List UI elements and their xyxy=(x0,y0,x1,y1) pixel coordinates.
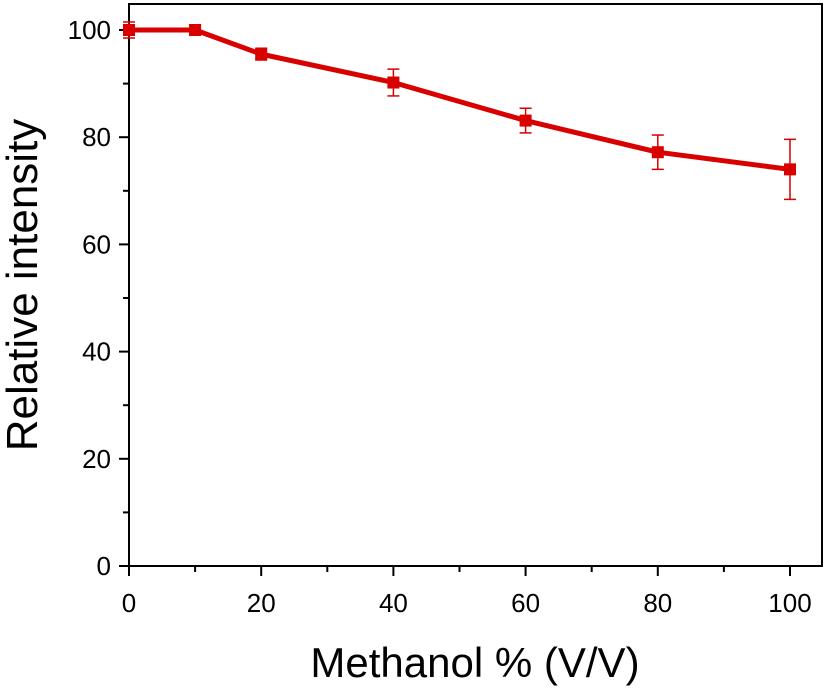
data-point-marker xyxy=(651,146,664,159)
y-tick-label: 0 xyxy=(97,551,111,581)
data-point-marker xyxy=(123,24,135,36)
y-axis-title: Relative intensity xyxy=(0,119,47,452)
y-tick-label: 20 xyxy=(82,444,111,474)
y-tick-label: 80 xyxy=(82,122,111,152)
x-tick-label: 20 xyxy=(247,588,276,618)
x-axis-title: Methanol % (V/V) xyxy=(310,639,639,686)
data-point-marker xyxy=(189,24,202,36)
x-tick-label: 40 xyxy=(379,588,408,618)
x-tick-label: 80 xyxy=(643,588,672,618)
x-tick-label: 100 xyxy=(768,588,811,618)
data-point-marker xyxy=(784,163,796,176)
series-line xyxy=(129,27,791,172)
x-tick-label: 60 xyxy=(511,588,540,618)
series xyxy=(123,21,796,201)
y-tick-label: 100 xyxy=(68,15,111,45)
x-tick-label: 0 xyxy=(122,588,136,618)
data-point-marker xyxy=(387,76,400,89)
y-tick-label: 40 xyxy=(82,337,111,367)
y-ticks: 0 20 40 60 80 100 xyxy=(68,15,129,581)
axes xyxy=(128,3,823,567)
x-ticks: 0 20 40 60 80 100 xyxy=(122,566,812,618)
y-tick-label: 60 xyxy=(82,229,111,259)
data-point-marker xyxy=(519,114,532,127)
data-point-marker xyxy=(255,48,268,61)
